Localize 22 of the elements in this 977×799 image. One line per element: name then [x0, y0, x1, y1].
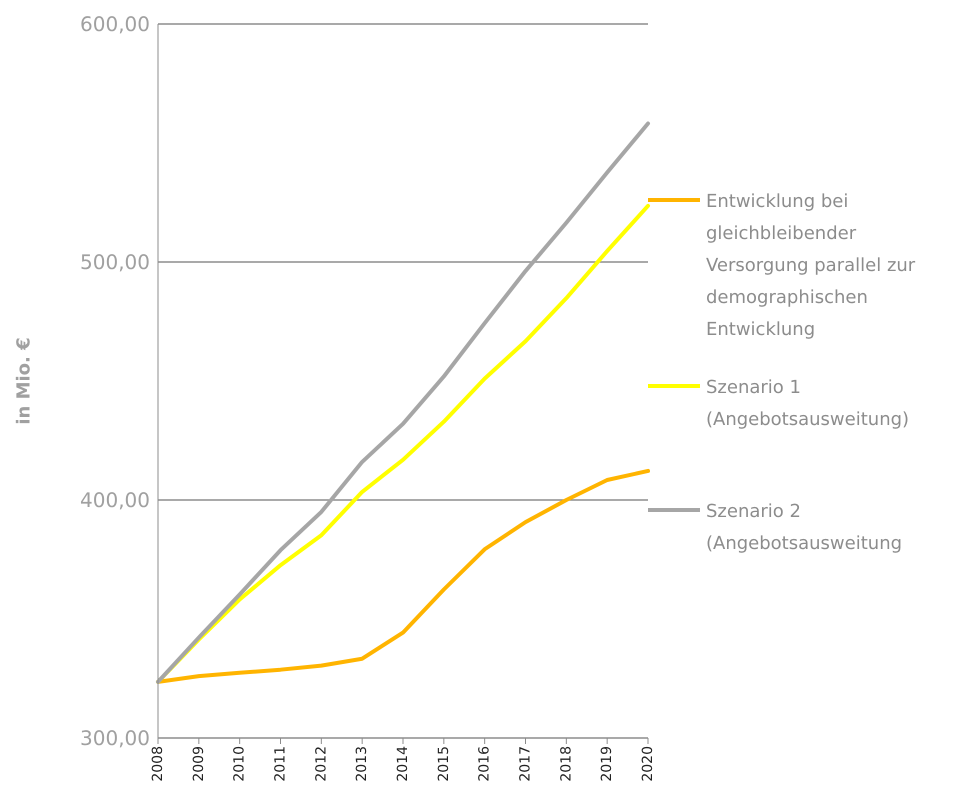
x-tick-label: 2018	[558, 746, 574, 782]
y-axis-title: in Mio. €	[13, 337, 34, 425]
x-tick-label: 2010	[232, 746, 248, 782]
x-tick-label: 2017	[517, 746, 534, 782]
legend-label: Entwicklung bei gleichbleibender Versorgung parallel zur demographischen Entwicklung	[706, 190, 916, 342]
x-tick-label: 2020	[640, 746, 656, 782]
x-tick-label: 2014	[394, 746, 411, 782]
x-tick-label: 2011	[272, 746, 288, 782]
x-tick-label: 2019	[599, 746, 616, 782]
y-tick-label: 600,00	[80, 12, 150, 36]
x-tick-label: 2009	[190, 746, 207, 782]
legend-label: Szenario 2 (Angebotsausweitung	[706, 500, 904, 556]
line-series	[156, 468, 650, 684]
x-tick-label: 2015	[436, 746, 452, 782]
x-tick-label: 2008	[150, 746, 166, 782]
y-tick-label: 300,00	[80, 726, 150, 750]
x-tick-label: 2013	[354, 746, 370, 782]
y-tick-label: 500,00	[80, 250, 150, 274]
x-tick-label: 2016	[476, 746, 493, 782]
legend-label: Szenario 1 (Angebotsausweitung)	[706, 376, 910, 432]
x-tick-label: 2012	[313, 746, 330, 782]
y-tick-label: 400,00	[80, 488, 150, 512]
